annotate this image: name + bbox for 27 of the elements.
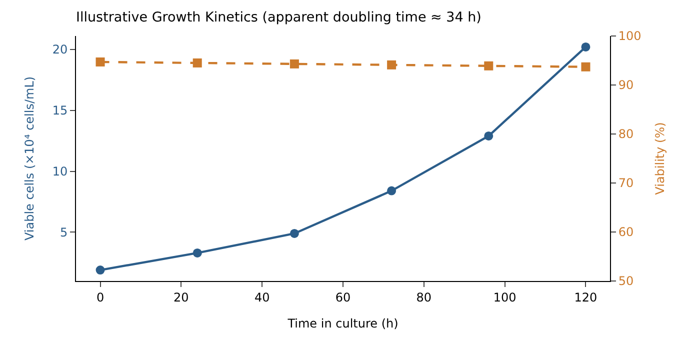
y2-tick-label: 60 bbox=[618, 225, 634, 240]
y-tick-label: 20 bbox=[52, 42, 68, 57]
x-tick-label: 100 bbox=[493, 290, 516, 304]
x-tick-label: 80 bbox=[416, 290, 432, 304]
y-tick-label: 10 bbox=[52, 164, 68, 178]
point bbox=[290, 228, 299, 238]
x-tick-label: 0 bbox=[96, 290, 104, 304]
y2-tick-label: 90 bbox=[618, 78, 634, 92]
x-axis-title: Time in culture (h) bbox=[286, 316, 398, 330]
y2-tick-label: 70 bbox=[618, 176, 634, 190]
chart-title: Illustrative Growth Kinetics (apparent doubling time ≈ 34 h) bbox=[76, 9, 482, 26]
x-tick-label: 20 bbox=[174, 290, 189, 304]
y2-tick-label: 50 bbox=[618, 274, 634, 288]
point bbox=[96, 266, 105, 275]
y-tick-label: 5 bbox=[60, 225, 68, 240]
y2-tick-label: 100 bbox=[618, 29, 642, 44]
x-tick-label: 60 bbox=[335, 290, 351, 304]
x-tick-label: 40 bbox=[254, 290, 270, 304]
point bbox=[484, 131, 494, 140]
y2-axis-title: Viability (%) bbox=[653, 122, 668, 195]
y2-tick-label: 80 bbox=[618, 127, 634, 142]
x-tick-label: 120 bbox=[574, 290, 598, 304]
y-tick-label: 15 bbox=[52, 104, 68, 118]
point bbox=[387, 186, 396, 196]
point bbox=[581, 42, 590, 52]
y-axis-title: Viable cells (×10⁴ cells/mL) bbox=[22, 76, 37, 241]
point bbox=[192, 248, 202, 258]
